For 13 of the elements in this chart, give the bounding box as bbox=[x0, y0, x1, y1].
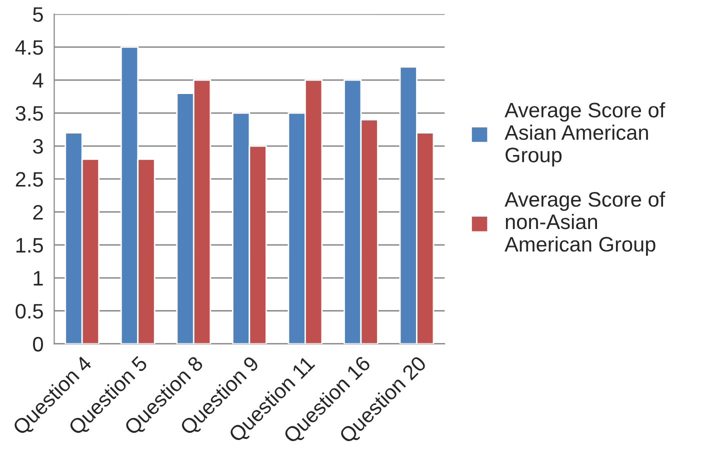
y-tick-label: 3 bbox=[33, 139, 43, 154]
y-tick-label: 2.5 bbox=[16, 172, 43, 187]
y-tick-label: 0.5 bbox=[16, 304, 43, 319]
y-tick-label: 5 bbox=[33, 7, 43, 22]
y-tick-label: 4.5 bbox=[15, 40, 43, 55]
y-tick-label: 1.5 bbox=[16, 238, 43, 253]
y-tick-label: 1 bbox=[34, 271, 43, 286]
y-tick-label: 2 bbox=[33, 204, 43, 220]
legend-label: Average Score of Asian American Group bbox=[504, 102, 666, 166]
y-tick-label: 0 bbox=[33, 336, 43, 352]
y-tick-label: 3.5 bbox=[16, 106, 43, 121]
legend-label: Average Score of non-Asian American Group bbox=[504, 192, 666, 256]
y-tick-label: 4 bbox=[32, 73, 44, 88]
